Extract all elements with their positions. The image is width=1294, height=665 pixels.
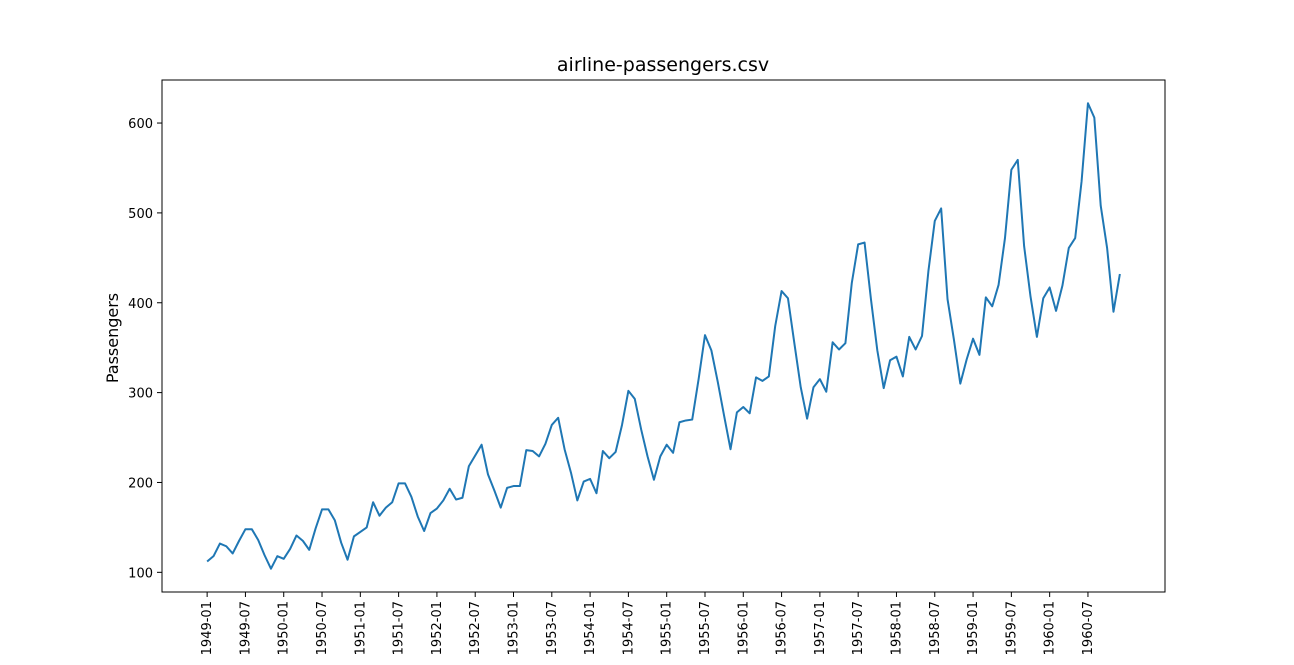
- x-tick-label: 1953-01: [507, 601, 522, 655]
- y-axis-label: Passengers: [103, 293, 122, 383]
- x-tick-label: 1954-07: [621, 601, 636, 655]
- x-axis-ticks: 1949-01 1949-07 1950-01 1950-07 1951-01 1951-…: [200, 592, 1096, 655]
- y-tick-label: 600: [128, 117, 153, 132]
- chart-title: airline-passengers.csv: [557, 54, 769, 76]
- x-tick-label: 1958-07: [928, 601, 943, 655]
- x-tick-label: 1957-07: [851, 601, 866, 655]
- series-line: [206, 102, 1121, 570]
- y-tick-label: 300: [128, 387, 153, 402]
- x-tick-label: 1952-07: [468, 601, 483, 655]
- y-tick-label: 400: [128, 297, 153, 312]
- x-tick-label: 1954-01: [583, 601, 598, 655]
- x-tick-label: 1949-01: [200, 601, 215, 655]
- x-tick-label: 1959-07: [1004, 601, 1019, 655]
- x-tick-label: 1958-01: [889, 601, 904, 655]
- x-tick-label: 1957-01: [813, 601, 828, 655]
- x-tick-label: 1952-01: [430, 601, 445, 655]
- y-tick-label: 500: [128, 207, 153, 222]
- x-tick-label: 1956-07: [775, 601, 790, 655]
- x-tick-label: 1950-07: [315, 601, 330, 655]
- y-tick-label: 100: [128, 566, 153, 581]
- x-tick-label: 1959-01: [966, 601, 981, 655]
- y-axis-ticks: 100 200 300 400 500 600: [128, 117, 162, 581]
- x-tick-label: 1951-07: [392, 601, 407, 655]
- x-tick-label: 1956-01: [736, 601, 751, 655]
- x-tick-label: 1955-01: [660, 601, 675, 655]
- x-tick-label: 1955-07: [698, 601, 713, 655]
- x-tick-label: 1960-07: [1081, 601, 1096, 655]
- x-tick-label: 1949-07: [238, 601, 253, 655]
- x-tick-label: 1953-07: [545, 601, 560, 655]
- x-tick-label: 1951-01: [353, 601, 368, 655]
- x-tick-label: 1950-01: [277, 601, 292, 655]
- plot-area: [161, 79, 1166, 593]
- y-tick-label: 200: [128, 476, 153, 491]
- x-tick-label: 1960-01: [1043, 601, 1058, 655]
